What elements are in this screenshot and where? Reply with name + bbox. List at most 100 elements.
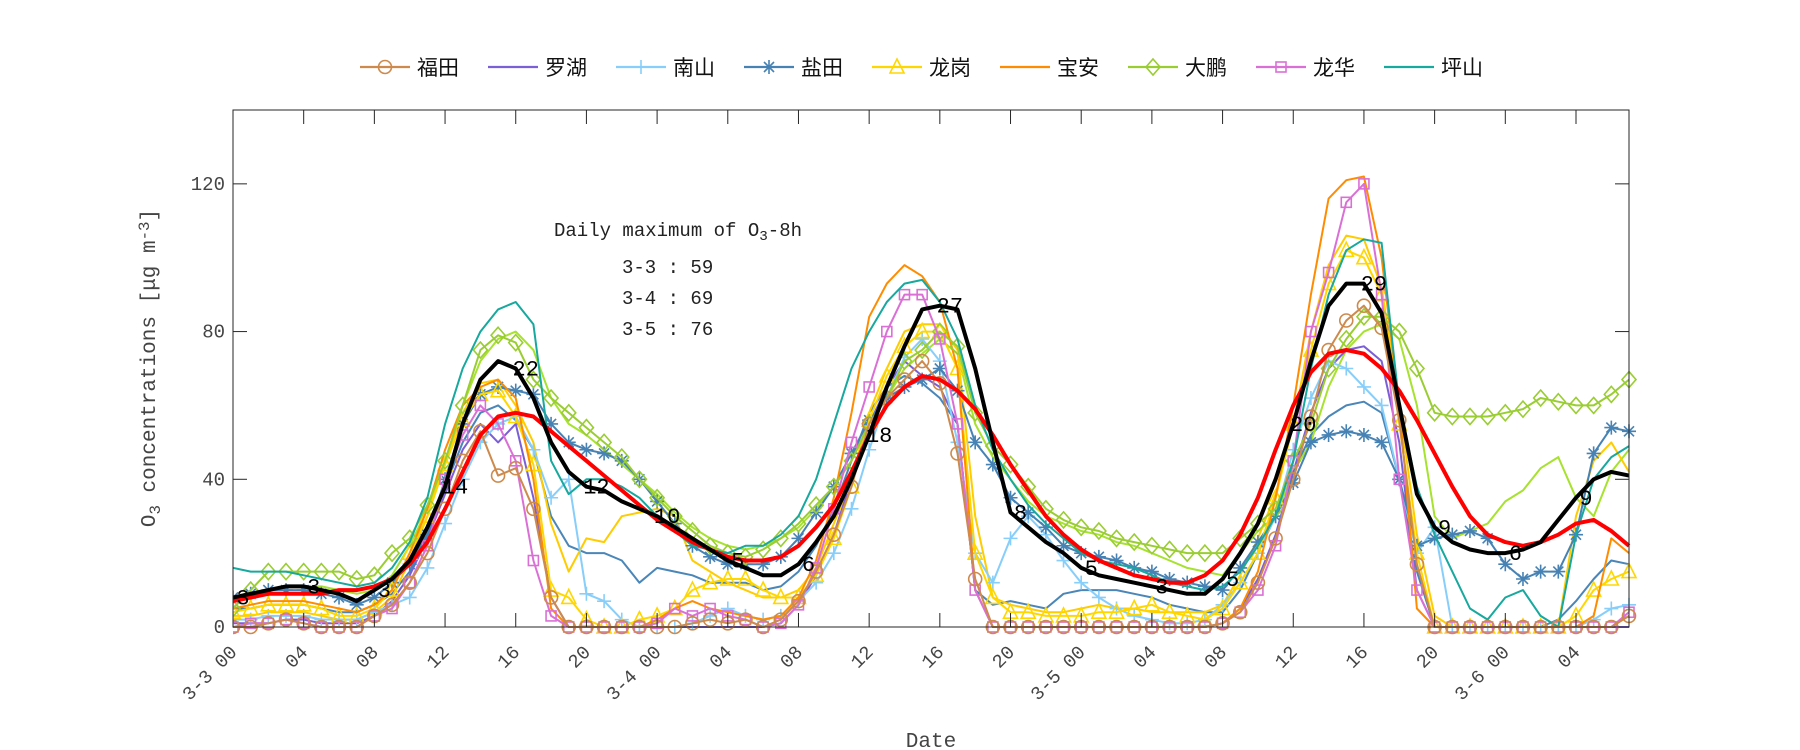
data-point: [233, 599, 242, 618]
data-label: 27: [937, 295, 963, 320]
data-point: [296, 583, 311, 598]
data-point: [295, 562, 312, 581]
data-point: [561, 435, 576, 450]
x-tick-label: 3-5 00: [1027, 642, 1091, 706]
data-point: [825, 477, 842, 496]
data-point: [1249, 514, 1266, 533]
data-point: [932, 361, 947, 376]
data-point: [1091, 590, 1106, 605]
legend-label: 宝安: [1057, 56, 1099, 80]
data-point: [489, 326, 507, 345]
data-point: [1339, 361, 1354, 376]
data-point: [702, 536, 719, 555]
data-point: [1109, 553, 1124, 568]
data-point: [420, 527, 435, 542]
x-tick-label: 20: [988, 642, 1020, 674]
data-point: [685, 616, 700, 631]
data-point: [1231, 572, 1249, 590]
data-point: [367, 590, 382, 605]
x-tick-label: 16: [493, 642, 525, 674]
data-point: [561, 472, 576, 487]
data-point: [913, 321, 931, 339]
data-point: [330, 562, 348, 581]
data-point: [438, 516, 453, 531]
data-point: [1090, 602, 1108, 620]
data-point: [544, 416, 559, 431]
data-point: [596, 433, 613, 452]
data-point: [491, 379, 506, 394]
data-point: [1339, 424, 1354, 439]
legend-label: 盐田: [801, 56, 843, 80]
data-point: [560, 403, 577, 423]
data-point: [1303, 409, 1319, 424]
series-line-大鹏: [233, 315, 1630, 610]
data-point: [349, 597, 364, 612]
data-point: [1604, 420, 1619, 435]
data-point: [1356, 298, 1372, 314]
data-point: [1073, 518, 1090, 537]
y-tick-label: 40: [202, 469, 225, 491]
data-label: 3: [307, 575, 320, 600]
x-tick-label: 3-4 00: [602, 642, 666, 706]
data-point: [233, 602, 242, 620]
data-point: [280, 613, 292, 626]
data-point: [1585, 396, 1602, 415]
data-point: [1143, 536, 1160, 555]
data-point: [579, 442, 594, 457]
data-point: [737, 569, 754, 586]
data-point: [508, 383, 523, 398]
data-point: [1426, 403, 1443, 423]
data-point: [1250, 535, 1265, 550]
data-point: [383, 580, 401, 597]
data-point: [1479, 407, 1496, 426]
data-point: [1285, 471, 1301, 487]
data-point: [1286, 475, 1301, 490]
x-tick-label: 16: [1341, 642, 1373, 674]
data-point: [898, 288, 911, 301]
data-point: [1393, 473, 1406, 486]
x-tick-label: 3-6 00: [1451, 642, 1515, 706]
data-point: [1603, 385, 1620, 404]
series-line-罗湖: [233, 345, 1629, 628]
data-point: [579, 586, 594, 601]
data-point: [1603, 569, 1620, 586]
data-point: [1091, 549, 1106, 564]
data-point: [1514, 399, 1532, 419]
data-point: [737, 547, 754, 567]
legend-marker-triangle-icon: [888, 57, 906, 74]
data-point: [1179, 543, 1196, 563]
data-point: [719, 569, 737, 586]
data-point: [1233, 560, 1248, 575]
data-label: 3: [1155, 575, 1168, 600]
data-point: [844, 501, 859, 516]
data-label: 5: [1085, 557, 1098, 582]
data-point: [985, 575, 1000, 590]
x-tick-label: 08: [1200, 642, 1232, 674]
data-point: [772, 587, 790, 605]
legend-item: 南山: [616, 56, 715, 80]
data-point: [914, 340, 931, 360]
data-point: [242, 598, 259, 616]
data-label: 22: [513, 358, 539, 383]
data-point: [543, 590, 559, 605]
series-group: [233, 175, 1638, 635]
data-point: [1074, 575, 1089, 590]
data-label: 12: [583, 476, 609, 501]
data-point: [613, 447, 630, 467]
data-point: [1268, 531, 1283, 546]
data-point: [1337, 240, 1355, 258]
annotation-line: 3-5 : 76: [622, 319, 713, 341]
y-tick-label: 0: [214, 617, 225, 639]
data-point: [1196, 543, 1213, 563]
data-point: [754, 580, 772, 597]
data-label: 5: [731, 550, 744, 575]
data-point: [631, 609, 648, 627]
data-point: [383, 543, 401, 563]
data-point: [1232, 529, 1249, 548]
data-point: [1408, 359, 1426, 378]
x-tick-label: 04: [1129, 642, 1161, 674]
legend-marker-circle-icon: [377, 59, 393, 75]
legend-label: 龙岗: [929, 56, 971, 80]
data-point: [597, 594, 612, 609]
legend-item: 宝安: [1000, 56, 1099, 80]
